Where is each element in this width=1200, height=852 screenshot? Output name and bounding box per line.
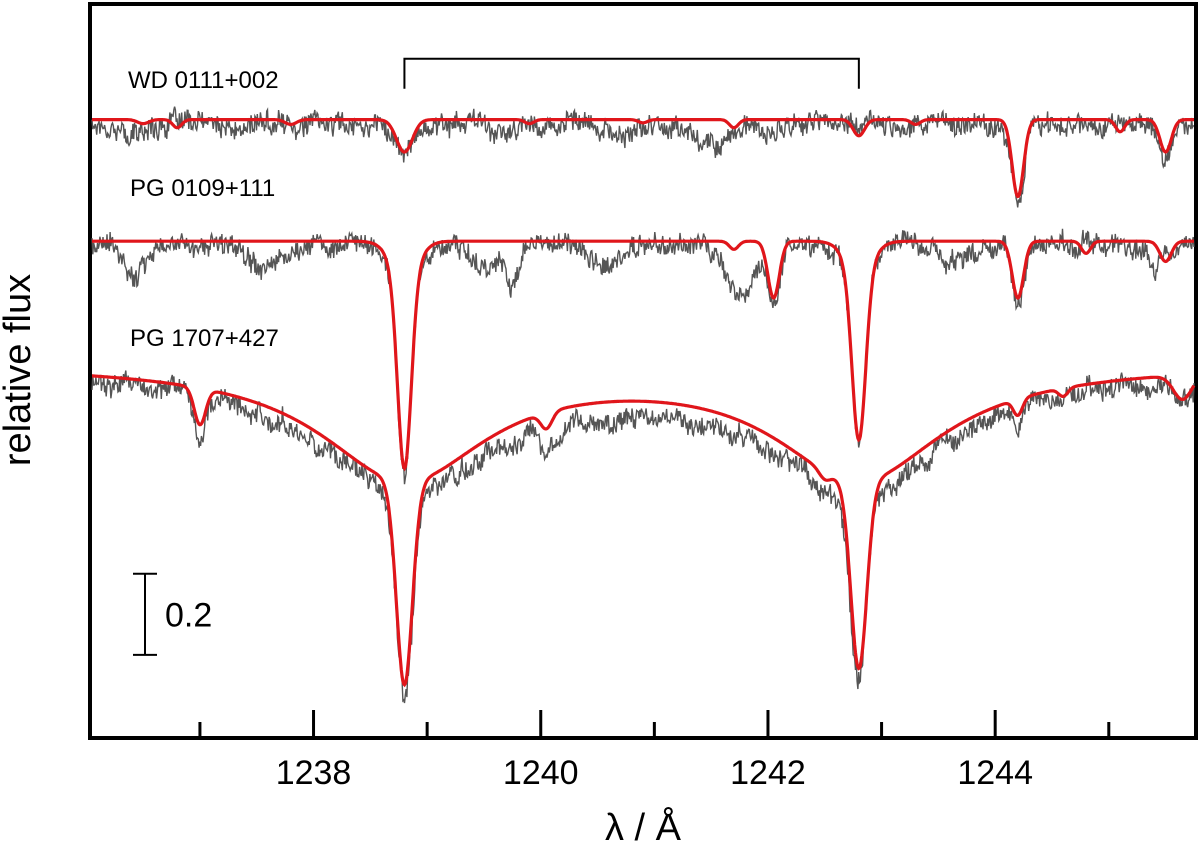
x-tick-label: 1238: [276, 754, 352, 792]
series-2: [91, 228, 1195, 485]
y-axis-label: relative flux: [0, 274, 39, 466]
doublet-bracket: [403, 57, 860, 89]
x-axis-label: λ / Å: [605, 805, 682, 849]
star-label: WD 0111+002: [128, 67, 279, 94]
star-label: PG 1707+427: [130, 325, 279, 352]
x-tick-label: 1242: [730, 754, 806, 792]
scale-bar-label: 0.2: [165, 596, 212, 634]
series-1: [91, 106, 1195, 208]
observed-spectrum: [91, 370, 1195, 704]
star-label: PG 0109+111: [130, 175, 275, 202]
spectra: [91, 106, 1196, 704]
plot-frame: [88, 2, 1198, 740]
series-3: [91, 370, 1196, 704]
scale-bar: 0.2: [133, 572, 212, 656]
star-labels: WD 0111+002 PG 0109+111 PG 1707+427: [128, 67, 279, 352]
x-axis-tick-labels: 1238 1240 1242 1244: [276, 754, 1033, 792]
x-tick-label: 1240: [503, 754, 579, 792]
model-spectrum: [92, 374, 1196, 688]
observed-spectrum: [91, 228, 1195, 485]
x-axis-ticks: [198, 710, 1111, 736]
model-spectrum: [92, 239, 1194, 472]
x-tick-label: 1244: [957, 754, 1033, 792]
bracket-line: [403, 57, 860, 89]
model-spectrum: [92, 118, 1194, 199]
